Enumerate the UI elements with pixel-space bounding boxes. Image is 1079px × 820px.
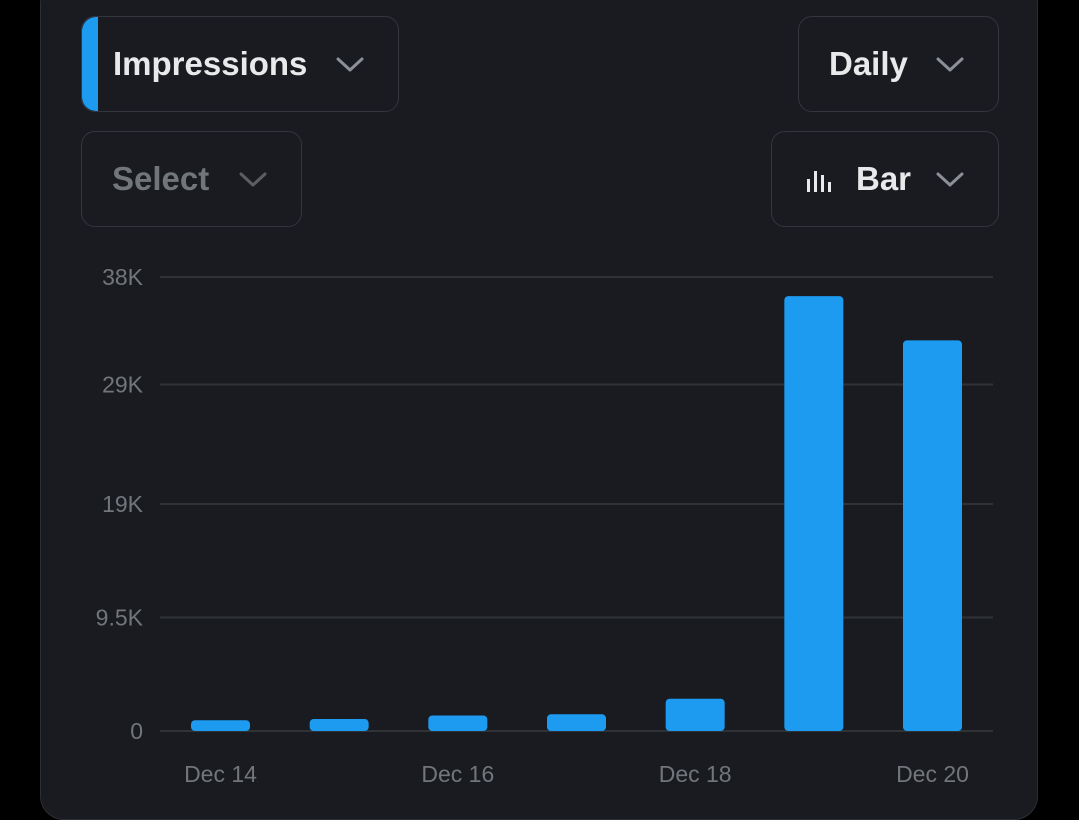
chevron-down-icon [936, 172, 964, 187]
select-dropdown-label: Select [112, 160, 210, 197]
metric-accent-bar [82, 17, 98, 111]
x-tick-label: Dec 16 [421, 761, 494, 787]
x-tick-label: Dec 18 [659, 761, 732, 787]
bar [903, 340, 962, 731]
bar [665, 698, 725, 731]
y-tick-label: 0 [130, 718, 143, 744]
comparison-select-dropdown[interactable]: Select [81, 131, 302, 227]
chevron-down-icon [239, 172, 267, 187]
x-tick-label: Dec 20 [896, 761, 969, 787]
period-dropdown[interactable]: Daily [798, 16, 999, 112]
bar [309, 719, 369, 731]
bar [547, 714, 606, 731]
bar [191, 720, 250, 731]
chart-type-dropdown-label: Bar [856, 160, 912, 197]
bar [428, 715, 488, 731]
chart-type-dropdown[interactable]: Bar [771, 131, 999, 227]
bar [784, 296, 844, 731]
y-tick-label: 29K [102, 372, 144, 398]
period-dropdown-label: Daily [829, 45, 908, 82]
metric-dropdown-label: Impressions [113, 45, 308, 82]
y-tick-label: 38K [102, 264, 144, 290]
x-tick-label: Dec 14 [184, 761, 257, 787]
y-tick-label: 9.5K [96, 605, 144, 631]
y-tick-label: 19K [102, 491, 144, 517]
chart-panel [40, 0, 1038, 820]
chevron-down-icon [936, 57, 964, 72]
chevron-down-icon [336, 57, 364, 72]
bar-chart-icon [807, 171, 831, 192]
metric-dropdown[interactable]: Impressions [81, 16, 399, 112]
